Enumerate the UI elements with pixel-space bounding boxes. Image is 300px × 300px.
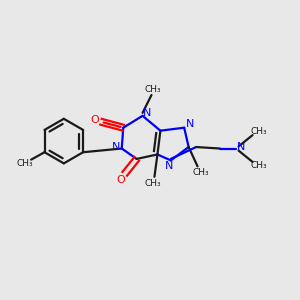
Text: N: N (186, 119, 194, 129)
Text: CH₃: CH₃ (192, 168, 209, 177)
Text: N: N (165, 161, 173, 171)
Text: CH₃: CH₃ (16, 159, 33, 168)
Text: CH₃: CH₃ (145, 85, 161, 94)
Text: O: O (91, 115, 99, 125)
Text: CH₃: CH₃ (251, 127, 267, 136)
Text: N: N (236, 142, 245, 152)
Text: CH₃: CH₃ (251, 161, 267, 170)
Text: N: N (143, 108, 151, 118)
Text: N: N (112, 142, 121, 152)
Text: CH₃: CH₃ (145, 179, 161, 188)
Text: O: O (116, 175, 125, 185)
